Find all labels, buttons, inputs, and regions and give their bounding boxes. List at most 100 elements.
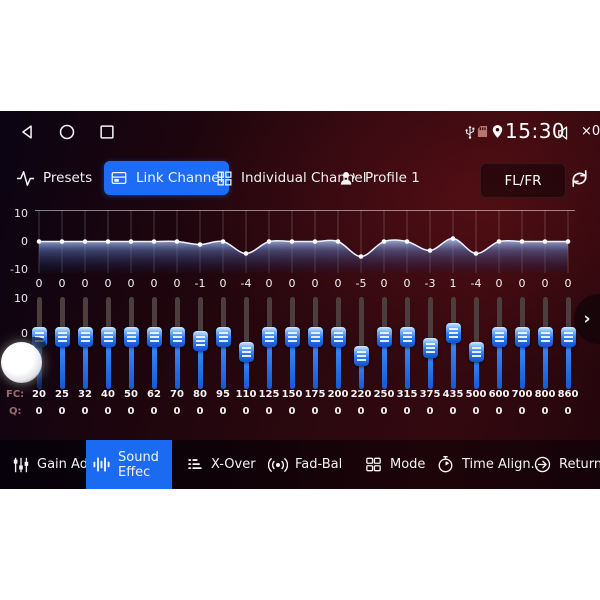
gain-value: 0 [104, 277, 112, 290]
slider-track-filled[interactable] [450, 333, 456, 389]
fc-value: 32 [78, 389, 92, 400]
slider-track-filled[interactable] [220, 337, 226, 389]
slider-handle[interactable] [560, 327, 576, 347]
nav-item-fad-bal[interactable]: Fad-Bal [262, 440, 348, 489]
eq-slider[interactable] [560, 295, 576, 391]
nav-item-return[interactable]: Return [527, 440, 600, 489]
refresh-icon[interactable] [568, 167, 591, 190]
eq-slider[interactable] [537, 295, 553, 391]
eq-slider[interactable] [468, 295, 484, 391]
slider-grip [149, 332, 159, 342]
slider-track-filled[interactable] [174, 337, 180, 389]
slider-handle[interactable] [330, 327, 346, 347]
nav-item-time-align[interactable]: Time Align.. [430, 440, 545, 489]
gain-value: 0 [173, 277, 181, 290]
eq-slider[interactable] [445, 295, 461, 391]
slider-handle[interactable] [100, 327, 116, 347]
slider-track-filled[interactable] [59, 337, 65, 389]
tab-profile[interactable]: Profile 1 [332, 161, 426, 195]
slider-track-filled[interactable] [542, 337, 548, 389]
eq-slider[interactable] [100, 295, 116, 391]
slider-handle[interactable] [238, 341, 254, 362]
slider-handle[interactable] [468, 341, 484, 362]
eq-slider[interactable] [54, 295, 70, 391]
eq-slider[interactable] [307, 295, 323, 391]
slider-handle[interactable] [215, 327, 231, 347]
eq-slider[interactable] [514, 295, 530, 391]
slider-track-filled[interactable] [266, 337, 272, 389]
slider-track[interactable] [358, 297, 364, 389]
eq-slider[interactable] [169, 295, 185, 391]
slider-handle[interactable] [54, 327, 70, 347]
nav-item-label: Mode [390, 457, 426, 472]
slider-handle[interactable] [445, 323, 461, 344]
slider-grip [517, 332, 527, 342]
slider-handle[interactable] [169, 327, 185, 347]
slider-track-filled[interactable] [358, 355, 364, 389]
mute-speaker-icon[interactable] [556, 123, 578, 143]
eq-slider[interactable] [399, 295, 415, 391]
tab-presets[interactable]: Presets [10, 161, 98, 195]
gain-value: 0 [219, 277, 227, 290]
slider-track-filled[interactable] [473, 351, 479, 389]
slider-track-filled[interactable] [381, 337, 387, 389]
slider-handle[interactable] [261, 327, 277, 347]
eq-slider[interactable] [192, 295, 208, 391]
eq-curve-point [427, 248, 433, 253]
slider-track-filled[interactable] [496, 337, 502, 389]
slider-track-filled[interactable] [289, 337, 295, 389]
slider-handle[interactable] [514, 327, 530, 347]
q-value: 0 [219, 406, 227, 417]
eq-slider[interactable] [284, 295, 300, 391]
fc-row-label: FC: [6, 389, 25, 400]
slider-handle[interactable] [537, 327, 553, 347]
eq-curve-point [220, 239, 226, 244]
slider-handle[interactable] [353, 345, 369, 366]
slider-track-filled[interactable] [312, 337, 318, 389]
slider-handle[interactable] [146, 327, 162, 347]
tab-individual-channel[interactable]: Individual Channel [210, 161, 372, 195]
slider-track-filled[interactable] [105, 337, 111, 389]
eq-slider[interactable] [123, 295, 139, 391]
eq-slider[interactable] [261, 295, 277, 391]
channel-select-button[interactable]: FL/FR [480, 163, 566, 198]
slider-handle[interactable] [192, 330, 208, 351]
slider-handle[interactable] [77, 327, 93, 347]
nav-item-mode[interactable]: Mode [358, 440, 431, 489]
recents-icon[interactable] [98, 123, 116, 141]
home-icon[interactable] [58, 123, 76, 141]
eq-slider[interactable] [77, 295, 93, 391]
slider-handle[interactable] [376, 327, 392, 347]
back-icon[interactable] [18, 123, 36, 141]
slider-handle[interactable] [123, 327, 139, 347]
slider-handle[interactable] [491, 327, 507, 347]
slider-track-filled[interactable] [427, 348, 433, 389]
eq-slider[interactable] [330, 295, 346, 391]
eq-slider[interactable] [376, 295, 392, 391]
slider-handle[interactable] [307, 327, 323, 347]
slider-track-filled[interactable] [565, 337, 571, 389]
slider-track-filled[interactable] [335, 337, 341, 389]
nav-item-sound-effect[interactable]: Sound Effec [86, 440, 172, 489]
tab-link-channel[interactable]: Link Channel [104, 161, 230, 195]
eq-slider[interactable] [353, 295, 369, 391]
slider-handle[interactable] [422, 338, 438, 359]
slider-track-filled[interactable] [404, 337, 410, 389]
slider-handle[interactable] [399, 327, 415, 347]
slider-track-filled[interactable] [519, 337, 525, 389]
nav-item-x-over[interactable]: X-Over [180, 440, 262, 489]
fc-value: 50 [124, 389, 138, 400]
slider-track-filled[interactable] [151, 337, 157, 389]
floating-knob-button[interactable] [1, 342, 42, 383]
eq-slider[interactable] [238, 295, 254, 391]
tab-label: Profile 1 [365, 170, 420, 186]
slider-handle[interactable] [284, 327, 300, 347]
slider-track-filled[interactable] [243, 351, 249, 389]
slider-track-filled[interactable] [128, 337, 134, 389]
eq-slider[interactable] [146, 295, 162, 391]
eq-slider[interactable] [491, 295, 507, 391]
slider-track-filled[interactable] [197, 340, 203, 389]
slider-track-filled[interactable] [82, 337, 88, 389]
eq-slider[interactable] [422, 295, 438, 391]
eq-slider[interactable] [215, 295, 231, 391]
